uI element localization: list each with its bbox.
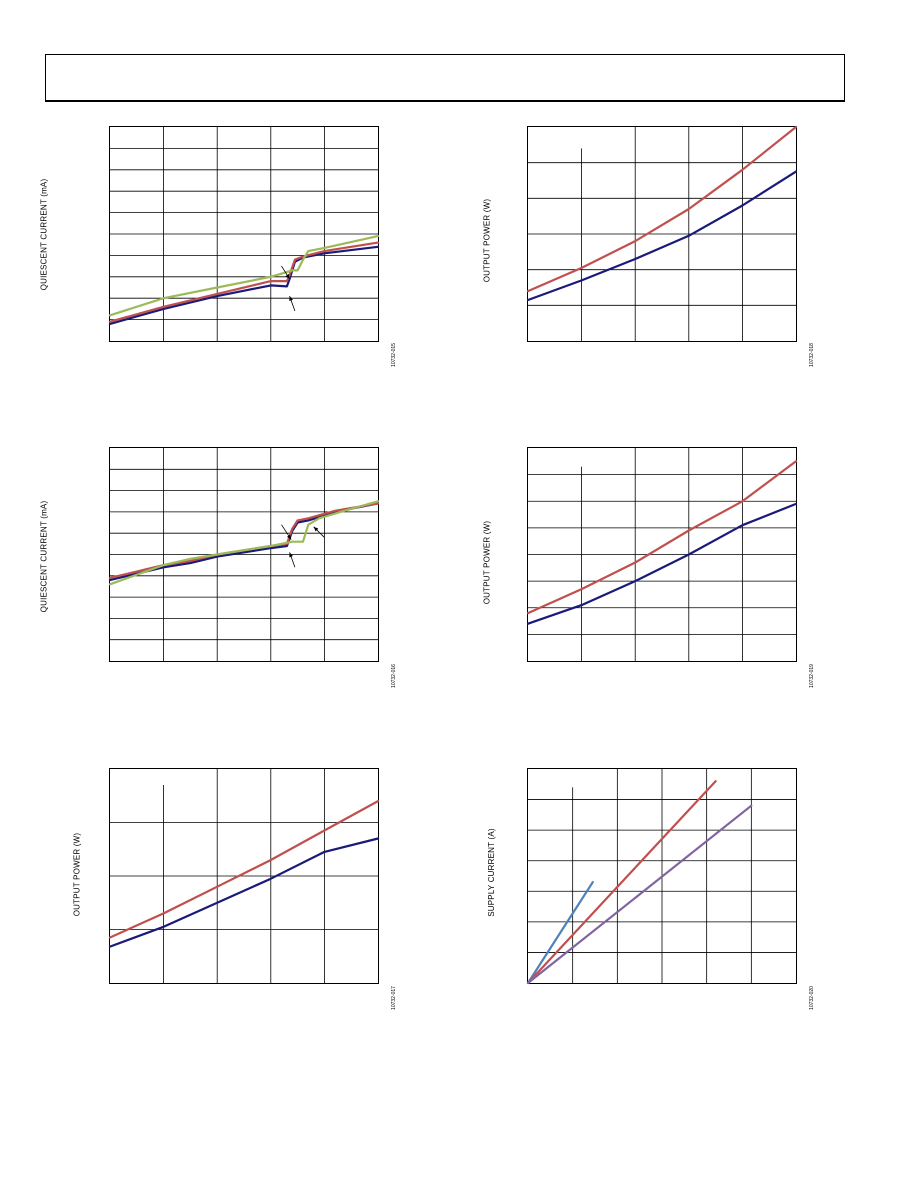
series-line-1 <box>108 502 380 582</box>
annotation-arrowhead <box>313 526 319 532</box>
y-axis-label: OUTPUT POWER (W) <box>482 198 492 283</box>
series-line-2 <box>108 502 380 579</box>
series-line-1 <box>526 170 798 302</box>
plot-area <box>526 768 797 985</box>
plot-area <box>108 447 380 662</box>
series-line-1 <box>108 245 380 325</box>
figure-id: 10732-018 <box>808 343 815 367</box>
y-axis-label: OUTPUT POWER (W) <box>72 832 82 917</box>
figure-id: 10732-015 <box>390 343 397 367</box>
plot-area <box>526 447 798 662</box>
chart-svg <box>108 769 380 983</box>
series-line-3 <box>108 500 380 586</box>
series-line-2 <box>526 125 798 293</box>
series-line-2 <box>526 780 717 985</box>
plot-area <box>108 126 380 342</box>
figure-id: 10732-017 <box>390 986 397 1010</box>
chart-svg <box>526 448 798 661</box>
plot-area <box>108 768 380 984</box>
series-line-3 <box>526 804 753 985</box>
series-line-2 <box>108 799 380 939</box>
y-axis-label: OUTPUT POWER (W) <box>482 520 492 605</box>
annotation-arrowhead <box>289 552 293 558</box>
annotation-arrowhead <box>285 274 290 279</box>
figure-id: 10732-020 <box>808 986 815 1010</box>
plot-area <box>526 125 798 342</box>
y-axis-label: QUIESCENT CURRENT (mA) <box>39 500 49 613</box>
series-line-1 <box>526 880 594 985</box>
series-line-1 <box>108 837 380 948</box>
chart-svg <box>108 448 380 661</box>
chart-svg <box>108 127 380 341</box>
series-line-3 <box>108 234 380 317</box>
figure-id: 10732-019 <box>808 664 815 688</box>
annotation-arrowhead <box>289 296 293 302</box>
y-axis-label: QUIESCENT CURRENT (mA) <box>39 178 49 291</box>
y-axis-label: SUPPLY CURRENT (A) <box>486 828 496 917</box>
chart-svg <box>526 125 798 341</box>
page-header-box <box>45 54 845 102</box>
series-line-2 <box>526 460 798 615</box>
series-line-1 <box>526 502 798 625</box>
figure-id: 10732-016 <box>390 664 397 688</box>
chart-svg <box>526 769 796 985</box>
annotation-arrowhead <box>287 534 292 540</box>
